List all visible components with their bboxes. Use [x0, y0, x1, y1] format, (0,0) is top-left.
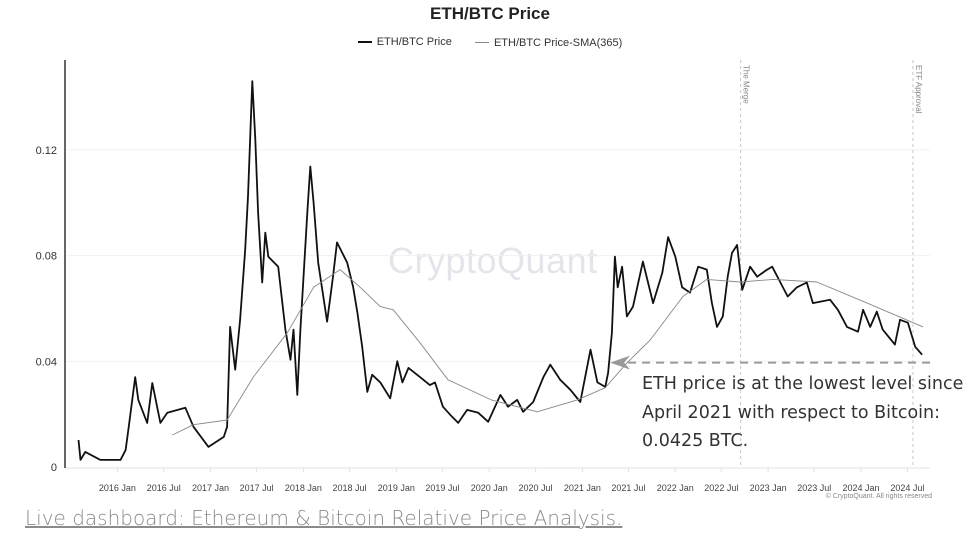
- legend-label: ETH/BTC Price: [376, 36, 452, 48]
- x-tick-label: 2018 Jul: [332, 483, 366, 493]
- x-tick-label: 2023 Jul: [797, 483, 831, 493]
- y-tick-label: 0.04: [36, 356, 57, 368]
- dashboard-link[interactable]: Live dashboard: Ethereum & Bitcoin Relat…: [25, 506, 623, 530]
- annotation-text: ETH price is at the lowest level since A…: [642, 370, 963, 456]
- x-tick-label: 2020 Jan: [471, 483, 508, 493]
- y-tick-label: 0.12: [36, 145, 57, 157]
- x-tick-label: 2023 Jan: [750, 483, 787, 493]
- arrow-icon: [610, 355, 631, 370]
- legend-item-price[interactable]: ETH/BTC Price: [357, 36, 452, 48]
- legend: ETH/BTC Price ETH/BTC Price-SMA(365): [0, 34, 980, 49]
- copyright-text: © CryptoQuant. All rights reserved: [825, 493, 932, 500]
- x-tick-label: 2022 Jan: [657, 483, 694, 493]
- x-tick-label: 2017 Jan: [192, 483, 229, 493]
- x-tick-label: 2024 Jul: [890, 483, 924, 493]
- y-tick-label: 0.08: [36, 251, 57, 263]
- event-label: The Merge: [742, 65, 751, 104]
- legend-label: ETH/BTC Price-SMA(365): [493, 36, 623, 49]
- x-tick-label: 2016 Jul: [147, 483, 181, 493]
- sma-line: [172, 269, 924, 436]
- x-tick-label: 2021 Jul: [611, 483, 645, 493]
- x-tick-label: 2021 Jan: [564, 483, 601, 493]
- chart-title: ETH/BTC Price: [430, 4, 550, 23]
- watermark-logo: CryptoQuant: [388, 240, 598, 281]
- x-tick-label: 2018 Jan: [285, 483, 322, 493]
- x-tick-label: 2016 Jan: [99, 483, 136, 493]
- legend-swatch: [474, 42, 489, 43]
- x-tick-label: 2020 Jul: [519, 483, 553, 493]
- legend-item-sma[interactable]: ETH/BTC Price-SMA(365): [474, 36, 623, 49]
- y-tick-label: 0: [51, 462, 57, 474]
- legend-swatch: [357, 41, 372, 43]
- annotation-line: ETH price is at the lowest level since: [642, 374, 964, 394]
- price-line: [77, 80, 923, 461]
- x-tick-label: 2019 Jul: [425, 483, 459, 493]
- annotation-line: April 2021 with respect to Bitcoin:: [642, 402, 941, 423]
- x-tick-label: 2019 Jan: [378, 483, 415, 493]
- x-tick-label: 2024 Jan: [843, 483, 880, 493]
- annotation-line: 0.0425 BTC.: [642, 431, 749, 451]
- x-tick-label: 2022 Jul: [704, 483, 738, 493]
- event-label: ETF Approval: [914, 65, 923, 114]
- x-tick-label: 2017 Jul: [240, 483, 274, 493]
